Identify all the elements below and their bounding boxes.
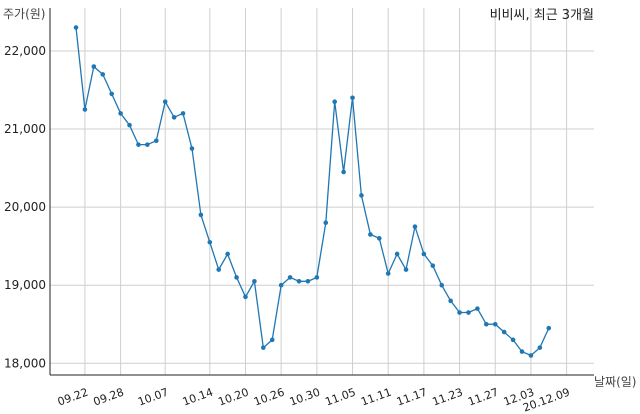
- x-tick-label: 11.05: [323, 386, 357, 409]
- axes: [49, 8, 594, 376]
- price-line: [75, 27, 550, 357]
- data-point: [546, 325, 552, 331]
- data-point: [243, 294, 248, 300]
- x-tick-label: 11.11: [359, 386, 393, 409]
- x-axis-label: 날짜(일): [594, 375, 636, 389]
- data-point: [100, 72, 106, 77]
- chart-title: 비비씨, 최근 3개월: [490, 8, 594, 23]
- data-point: [510, 337, 516, 343]
- data-point: [457, 310, 462, 315]
- x-tick-label: 11.23: [431, 386, 465, 409]
- x-tick-label: 11.17: [395, 386, 429, 409]
- data-point: [368, 232, 373, 237]
- y-tick-label: 18,000: [4, 356, 46, 370]
- x-tick-label: 09.28: [92, 386, 126, 409]
- data-point: [225, 251, 230, 257]
- grid-lines: [50, 8, 594, 375]
- data-point: [350, 95, 355, 101]
- data-point: [376, 236, 382, 241]
- data-point: [314, 275, 320, 280]
- data-point: [484, 321, 489, 327]
- y-tick-labels: 18,000 19,000 20,000 21,000 22,000: [4, 44, 46, 370]
- data-point: [216, 267, 222, 272]
- data-point: [528, 353, 534, 358]
- data-point: [332, 99, 337, 105]
- data-point: [385, 271, 391, 276]
- y-axis-label: 주가(원): [3, 7, 45, 21]
- data-point: [153, 138, 159, 144]
- x-tick-label: 10.20: [216, 386, 250, 409]
- x-tick-label: 10.14: [181, 386, 215, 409]
- x-tick-label: 10.26: [252, 386, 286, 409]
- data-point: [448, 298, 453, 304]
- data-point: [466, 310, 471, 315]
- data-point: [82, 107, 88, 112]
- data-point: [261, 345, 266, 350]
- x-tick-label: 10.30: [288, 386, 322, 409]
- x-tick-label: 10.07: [136, 386, 170, 409]
- data-point: [323, 220, 329, 226]
- data-points: [73, 25, 552, 358]
- data-point: [519, 349, 525, 354]
- data-point: [198, 212, 204, 218]
- data-point: [207, 239, 213, 245]
- series-line: [75, 27, 550, 357]
- data-point: [430, 263, 436, 268]
- data-point: [73, 25, 79, 30]
- data-point: [118, 111, 123, 116]
- data-point: [162, 99, 168, 105]
- data-point: [439, 282, 445, 288]
- data-point: [189, 146, 195, 151]
- data-point: [394, 251, 400, 257]
- data-point: [145, 142, 150, 147]
- data-point: [412, 224, 418, 229]
- y-tick-label: 21,000: [4, 122, 46, 136]
- y-tick-label: 20,000: [4, 200, 46, 214]
- data-point: [180, 111, 186, 116]
- y-tick-label: 22,000: [4, 44, 46, 58]
- data-point: [252, 278, 257, 284]
- x-tick-label: 09.22: [56, 386, 90, 409]
- data-point: [109, 91, 114, 97]
- data-point: [421, 251, 427, 257]
- data-point: [501, 329, 507, 335]
- data-point: [234, 275, 239, 280]
- data-point: [403, 267, 409, 272]
- data-point: [278, 282, 284, 288]
- data-point: [296, 278, 302, 284]
- y-tick-label: 19,000: [4, 278, 46, 292]
- data-point: [127, 122, 132, 128]
- data-point: [171, 115, 177, 120]
- data-point: [305, 278, 311, 284]
- data-point: [359, 193, 364, 198]
- data-point: [136, 142, 141, 147]
- data-point: [492, 321, 498, 327]
- data-point: [341, 169, 346, 175]
- x-tick-label: 11.27: [466, 386, 500, 409]
- data-point: [287, 275, 293, 280]
- data-point: [475, 306, 480, 311]
- data-point: [269, 337, 275, 343]
- data-point: [91, 64, 97, 69]
- data-point: [537, 345, 543, 350]
- x-tick-labels: 09.22 09.28 10.07 10.14 10.20 10.26 10.30 11.05…: [56, 386, 572, 414]
